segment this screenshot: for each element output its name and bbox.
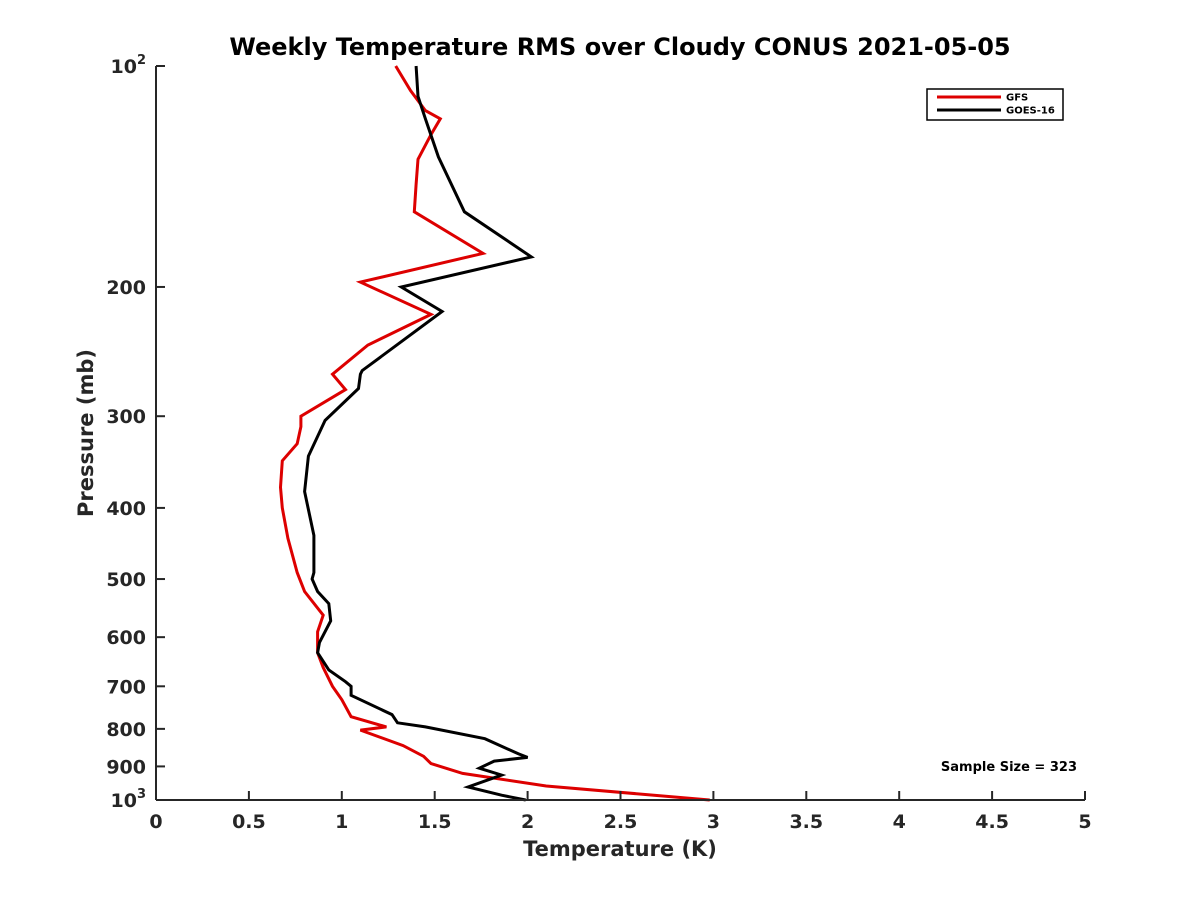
- legend-label: GFS: [1006, 93, 1028, 104]
- sample-size-annotation: Sample Size = 323: [941, 760, 1077, 775]
- chart-title: Weekly Temperature RMS over Cloudy CONUS…: [229, 33, 1010, 61]
- y-tick-label: 600: [106, 627, 146, 649]
- x-tick-label: 0: [149, 811, 162, 833]
- y-tick-label: 200: [106, 277, 146, 299]
- axes: 0 0.5 1 1.5 2 2.5 3 3.5 4 4.5 5 102 200 300 400 500 600 7…: [106, 53, 1091, 833]
- legend-box: [926, 88, 1064, 121]
- y-tick-label: 700: [106, 676, 146, 698]
- x-tick-label: 1.5: [418, 811, 452, 833]
- x-tick-label: 1: [335, 811, 348, 833]
- legend: GFS GOES-16: [926, 88, 1064, 121]
- x-tick-label: 4.5: [975, 811, 1009, 833]
- legend-label: GOES-16: [1006, 106, 1055, 117]
- plot-lines: [278, 65, 710, 802]
- x-tick-label: 3.5: [789, 811, 823, 833]
- x-axis-label: Temperature (K): [523, 837, 717, 861]
- series-line-2: [303, 65, 535, 802]
- x-tick-label: 2.5: [604, 811, 638, 833]
- y-axis-label: Pressure (mb): [74, 349, 98, 517]
- y-tick-label: 103: [111, 787, 147, 812]
- y-tick-label: 900: [106, 756, 146, 778]
- x-tick-label: 2: [521, 811, 534, 833]
- y-tick-label: 300: [106, 406, 146, 428]
- x-tick-label: 4: [893, 811, 906, 833]
- y-tick-label: 500: [106, 569, 146, 591]
- series-line-1: [278, 65, 710, 802]
- y-tick-label: 800: [106, 719, 146, 741]
- x-tick-label: 3: [707, 811, 720, 833]
- x-tick-label: 0.5: [232, 811, 266, 833]
- y-tick-label: 400: [106, 498, 146, 520]
- y-tick-label: 102: [111, 53, 147, 78]
- x-tick-label: 5: [1078, 811, 1091, 833]
